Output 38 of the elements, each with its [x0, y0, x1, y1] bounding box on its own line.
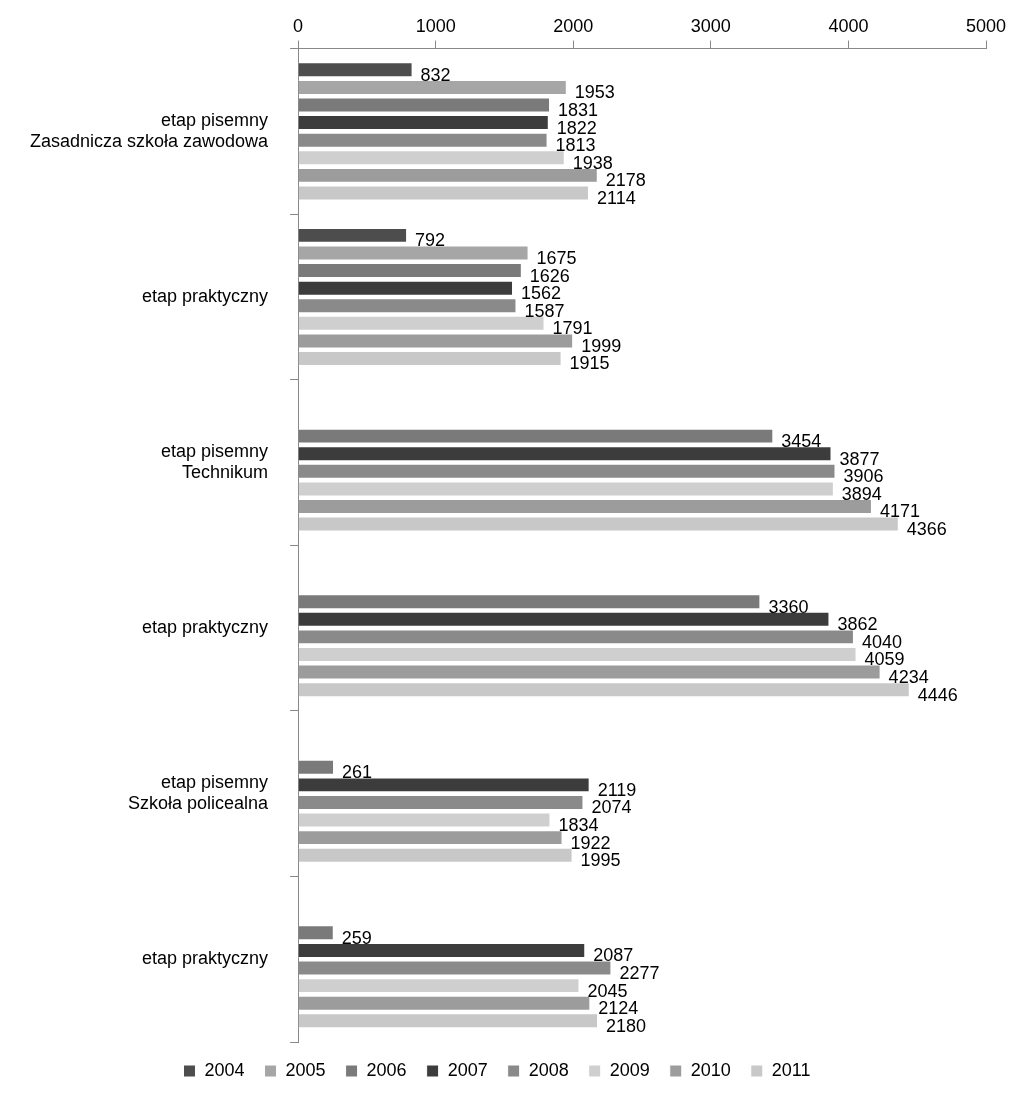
data-label: 261 [342, 762, 373, 783]
y-tick-label: etap praktyczny [142, 948, 269, 969]
data-label: 2074 [591, 797, 632, 818]
x-tick-label: 2000 [553, 15, 594, 36]
x-tick-label: 0 [293, 15, 304, 36]
data-label: 3877 [839, 448, 880, 469]
x-tick-label: 5000 [965, 15, 1007, 36]
legend-label: 2005 [285, 1059, 326, 1080]
y-tick-label: etap praktyczny [142, 285, 269, 306]
data-label: 1675 [536, 247, 577, 268]
legend-label: 2008 [528, 1059, 569, 1080]
data-label: 1822 [556, 117, 597, 138]
data-label: 832 [420, 64, 451, 85]
data-label: 792 [415, 230, 446, 251]
legend-label: 2007 [447, 1059, 488, 1080]
data-label: 3454 [781, 431, 822, 452]
x-tick-label: 3000 [690, 15, 731, 36]
data-label: 4059 [864, 649, 905, 670]
data-label: 1626 [529, 265, 570, 286]
x-tick-label: 4000 [828, 15, 869, 36]
legend-label: 2006 [366, 1059, 407, 1080]
data-label: 4171 [879, 501, 920, 522]
legend-label: 2010 [690, 1059, 731, 1080]
data-label: 2119 [597, 779, 637, 800]
data-label: 1995 [580, 850, 621, 871]
data-label: 259 [341, 927, 372, 948]
data-label: 3360 [768, 596, 809, 617]
data-label: 4366 [906, 519, 947, 540]
legend-label: 2004 [204, 1059, 245, 1080]
y-tick-label: etap praktyczny [142, 617, 269, 638]
data-label: 2045 [587, 980, 628, 1001]
legend-label: 2011 [771, 1059, 811, 1080]
data-label: 1915 [569, 353, 610, 374]
y-tick-label: etap pisemny Szkoła policealna [128, 771, 270, 814]
x-tick-label: 1000 [415, 15, 456, 36]
legend-label: 2009 [609, 1059, 650, 1080]
y-tick-label: etap pisemny Zasadnicza szkoła zawodowa [30, 109, 270, 152]
y-tick-label: etap pisemny Technikum [161, 440, 269, 483]
